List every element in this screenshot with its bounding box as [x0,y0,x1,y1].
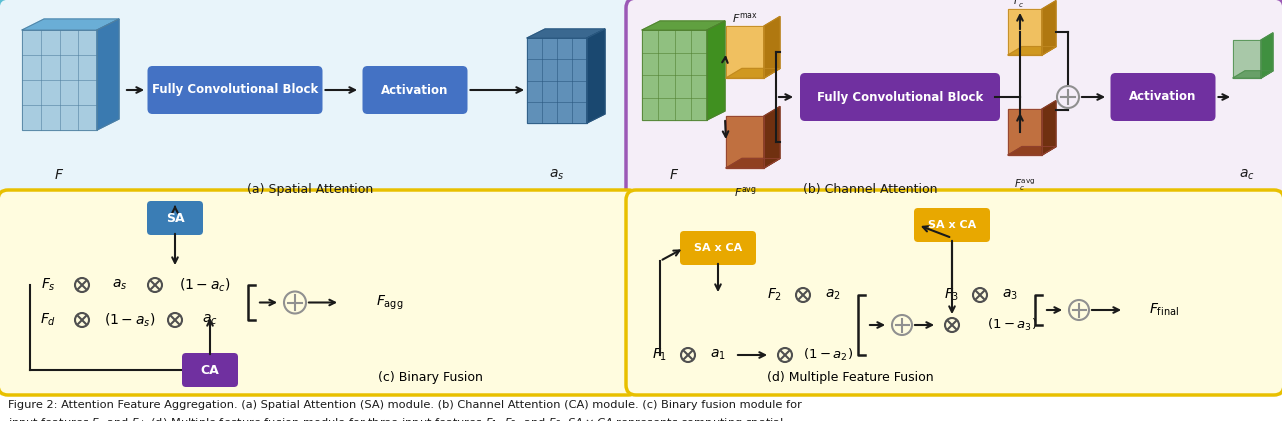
FancyBboxPatch shape [914,208,990,242]
Text: $F_c^{\mathrm{max}}$: $F_c^{\mathrm{max}}$ [1013,0,1037,10]
Text: $F_{\mathrm{final}}$: $F_{\mathrm{final}}$ [1149,302,1179,318]
FancyBboxPatch shape [0,190,638,395]
Text: $(1-a_3)$: $(1-a_3)$ [987,317,1037,333]
Polygon shape [22,30,97,130]
Text: $a_c$: $a_c$ [203,313,218,327]
Text: $F$: $F$ [54,168,64,182]
Text: SA x CA: SA x CA [928,220,976,230]
Polygon shape [726,26,764,78]
Polygon shape [1261,33,1273,78]
Polygon shape [587,29,605,123]
Polygon shape [642,30,706,120]
Polygon shape [726,116,764,168]
Text: $F_3$: $F_3$ [945,287,960,303]
FancyBboxPatch shape [182,353,238,387]
Text: (d) Multiple Feature Fusion: (d) Multiple Feature Fusion [767,371,933,384]
Text: SA x CA: SA x CA [694,243,742,253]
Polygon shape [1042,0,1056,55]
Text: CA: CA [200,363,219,376]
Polygon shape [726,68,779,78]
Text: $(1-a_2)$: $(1-a_2)$ [803,347,853,363]
Text: $F_d$: $F_d$ [40,312,56,328]
Polygon shape [97,19,119,130]
Text: $a_1$: $a_1$ [710,348,726,362]
FancyBboxPatch shape [800,73,1000,121]
Text: SA: SA [165,211,185,224]
Polygon shape [1008,47,1056,55]
Text: (a) Spatial Attention: (a) Spatial Attention [247,183,373,196]
Text: Fully Convolutional Block: Fully Convolutional Block [817,91,983,104]
Polygon shape [764,107,779,168]
Text: $F$: $F$ [669,168,679,182]
FancyBboxPatch shape [147,66,323,114]
Polygon shape [706,21,726,120]
FancyBboxPatch shape [679,231,756,265]
Polygon shape [1042,101,1056,155]
Text: Figure 2: Attention Feature Aggregation. (a) Spatial Attention (SA) module. (b) : Figure 2: Attention Feature Aggregation.… [8,400,801,421]
Text: $F_1$: $F_1$ [653,347,668,363]
Text: $F^{\mathrm{avg}}$: $F^{\mathrm{avg}}$ [733,185,756,199]
Polygon shape [527,38,587,123]
Text: Activation: Activation [1129,91,1196,104]
Text: $(1-a_c)$: $(1-a_c)$ [179,276,231,294]
FancyBboxPatch shape [0,0,638,205]
Polygon shape [1233,71,1273,78]
Polygon shape [726,158,779,168]
Text: Fully Convolutional Block: Fully Convolutional Block [151,83,318,96]
Text: (b) Channel Attention: (b) Channel Attention [803,183,937,196]
Text: $F_s$: $F_s$ [41,277,55,293]
Text: $a_3$: $a_3$ [1003,288,1018,302]
Polygon shape [1233,40,1261,78]
FancyBboxPatch shape [626,190,1282,395]
Text: (c) Binary Fusion: (c) Binary Fusion [378,371,482,384]
Text: $(1-a_s)$: $(1-a_s)$ [104,311,155,329]
Text: $a_2$: $a_2$ [826,288,841,302]
Text: Activation: Activation [381,83,449,96]
Polygon shape [642,21,726,30]
Polygon shape [22,19,119,30]
Text: $a_s$: $a_s$ [113,278,128,292]
Text: $F_2$: $F_2$ [768,287,782,303]
Text: $F_c^{\mathrm{avg}}$: $F_c^{\mathrm{avg}}$ [1014,177,1036,193]
FancyBboxPatch shape [147,201,203,235]
FancyBboxPatch shape [1110,73,1215,121]
Polygon shape [1008,109,1042,155]
Text: $a_c$: $a_c$ [1240,168,1255,182]
Text: $F^{\mathrm{max}}$: $F^{\mathrm{max}}$ [732,11,758,25]
Polygon shape [1008,147,1056,155]
Text: $a_s$: $a_s$ [549,168,564,182]
FancyBboxPatch shape [626,0,1282,205]
Polygon shape [527,29,605,38]
Polygon shape [1008,9,1042,55]
FancyBboxPatch shape [363,66,468,114]
Polygon shape [764,16,779,78]
Text: $F_{\mathrm{agg}}$: $F_{\mathrm{agg}}$ [377,293,404,312]
